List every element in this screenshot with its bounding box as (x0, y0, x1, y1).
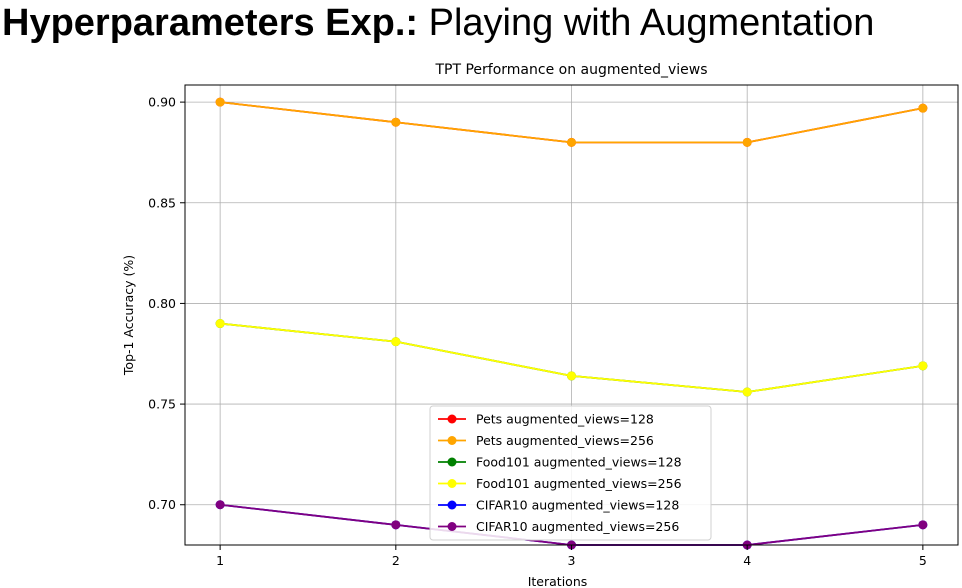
legend-label: Pets augmented_views=256 (476, 433, 654, 448)
data-point (742, 387, 752, 397)
y-tick-label: 0.90 (148, 95, 176, 110)
x-tick-label: 1 (216, 553, 224, 568)
legend-label: CIFAR10 augmented_views=128 (476, 498, 679, 513)
legend-marker (447, 479, 457, 488)
y-tick-label: 0.85 (148, 195, 176, 210)
x-tick-label: 2 (392, 553, 400, 568)
series-4 (215, 319, 928, 397)
x-tick-label: 5 (919, 553, 927, 568)
legend-label: Food101 augmented_views=256 (476, 476, 682, 491)
legend-entry: Pets augmented_views=128 (438, 412, 654, 427)
y-tick-label: 0.80 (148, 296, 176, 311)
legend: Pets augmented_views=128 Pets augmented_v… (429, 405, 712, 541)
legend-label: CIFAR10 augmented_views=256 (476, 519, 679, 534)
grid-lines (185, 85, 958, 545)
data-point (391, 337, 401, 347)
legend-label: Pets augmented_views=128 (476, 412, 654, 427)
x-tick-label: 4 (743, 553, 751, 568)
x-axis-label: Iterations (528, 574, 588, 588)
axis-ticks: 1 2 3 4 5 0.70 0.75 0.80 0.85 0.90 (148, 95, 927, 568)
y-tick-label: 0.70 (148, 497, 176, 512)
chart-title: TPT Performance on augmented_views (434, 62, 707, 78)
legend-entry: Pets augmented_views=256 (438, 433, 654, 448)
data-point (215, 319, 225, 329)
legend-marker (447, 457, 457, 467)
slide-title-bold: Hyperparameters Exp.: (2, 2, 419, 44)
slide-title: Hyperparameters Exp.: Playing with Augme… (2, 0, 874, 46)
legend-marker (447, 414, 457, 424)
legend-entry: Food101 augmented_views=256 (438, 476, 682, 491)
y-axis-label: Top-1 Accuracy (%) (121, 255, 136, 376)
data-point (215, 500, 225, 510)
series-2 (215, 97, 928, 147)
legend-label: Food101 augmented_views=128 (476, 455, 682, 470)
data-point (918, 103, 928, 113)
data-point (567, 137, 576, 147)
slide-title-rest: Playing with Augmentation (418, 2, 875, 44)
legend-marker (447, 522, 457, 531)
legend-box (429, 405, 712, 541)
data-point (918, 520, 928, 530)
data-point (742, 137, 752, 147)
data-point (567, 371, 576, 381)
legend-entry: CIFAR10 augmented_views=256 (438, 519, 679, 534)
y-tick-label: 0.75 (148, 397, 176, 412)
legend-marker (447, 500, 457, 510)
legend-entry: Food101 augmented_views=128 (438, 455, 682, 470)
data-point (215, 97, 225, 107)
legend-marker (447, 436, 457, 445)
data-point (391, 117, 401, 127)
data-point (391, 520, 401, 530)
x-tick-label: 3 (568, 553, 576, 568)
legend-entry: CIFAR10 augmented_views=128 (438, 498, 679, 513)
data-point (918, 361, 928, 371)
